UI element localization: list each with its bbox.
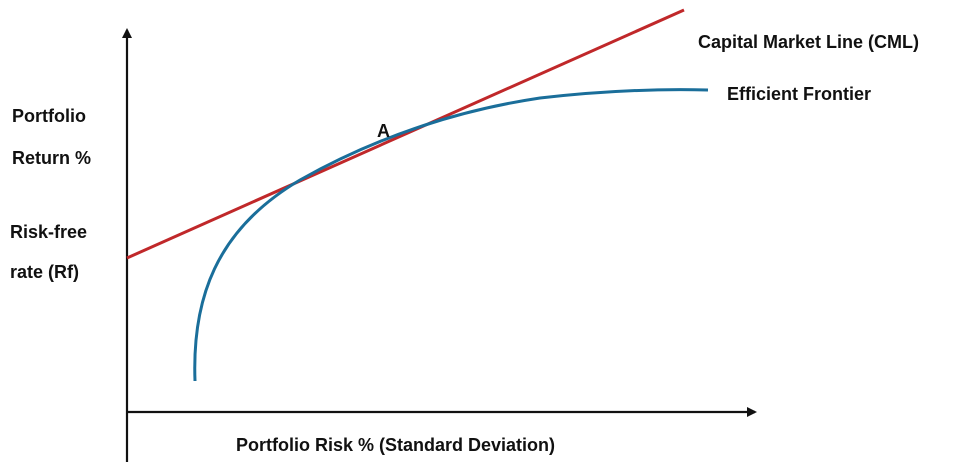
y-axis-label-line2: Return % (12, 148, 91, 168)
tangency-point-label: A (377, 121, 390, 141)
efficient-frontier-curve (193, 88, 709, 382)
cml-label: Capital Market Line (CML) (698, 32, 919, 52)
risk-free-label-line1: Risk-free (10, 222, 87, 242)
x-axis-label: Portfolio Risk % (Standard Deviation) (236, 435, 555, 455)
cml-line (126, 8, 685, 260)
risk-free-label-line2: rate (Rf) (10, 262, 79, 282)
efficient-frontier-label: Efficient Frontier (727, 84, 871, 104)
y-axis-label-line1: Portfolio (12, 106, 86, 126)
